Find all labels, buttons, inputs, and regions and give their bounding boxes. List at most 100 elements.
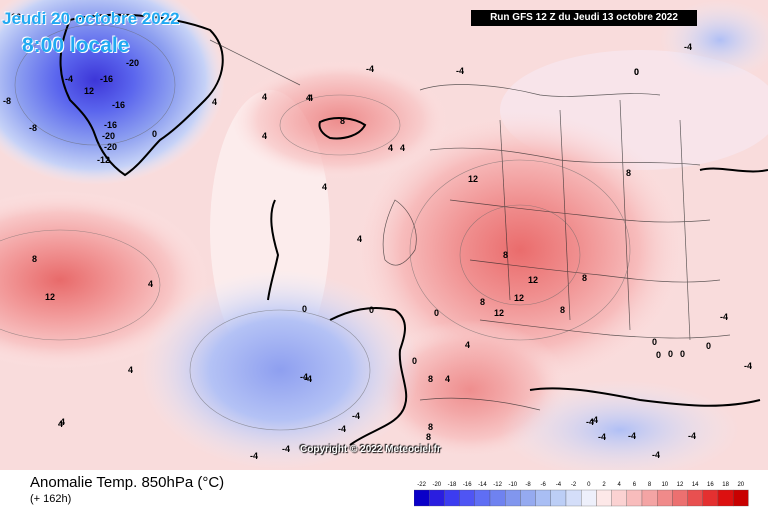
legend-color-swatch	[581, 489, 597, 507]
contour-label: -8	[3, 96, 11, 106]
legend-tick-label: -16	[463, 482, 472, 488]
contour-label: 0	[680, 349, 685, 359]
contour-label: 4	[445, 374, 450, 384]
contour-label: -4	[684, 42, 692, 52]
contour-label: 8	[428, 374, 433, 384]
legend-tick-label: 12	[677, 482, 684, 488]
contour-label: 4	[212, 97, 217, 107]
contour-label: 4	[128, 365, 133, 375]
contour-label: -4	[720, 312, 728, 322]
contour-label: 8	[582, 273, 587, 283]
legend-color-swatch	[657, 489, 673, 507]
contour-label: -4	[744, 361, 752, 371]
contour-label: 8	[626, 168, 631, 178]
contour-label: -4	[598, 432, 606, 442]
legend-color-swatch	[733, 489, 749, 507]
legend-color-swatch	[626, 489, 643, 507]
model-run-label: Run GFS 12 Z du Jeudi 13 octobre 2022	[471, 10, 697, 26]
legend-tick-label: 20	[737, 482, 744, 488]
contour-label: 8	[340, 116, 345, 126]
copyright-watermark: Copyright © 2022 Meteociel.fr	[300, 444, 441, 455]
contour-label: -8	[29, 123, 37, 133]
contour-label: -4	[65, 74, 73, 84]
contour-label: -16	[100, 74, 113, 84]
forecast-lead-time: (+ 162h)	[30, 493, 72, 505]
contour-label: -4	[250, 451, 258, 461]
map-title: Anomalie Temp. 850hPa (°C)	[30, 474, 225, 491]
legend-tick-label: 2	[602, 482, 606, 488]
legend-color-swatch	[717, 489, 734, 507]
legend-color-swatch	[505, 489, 521, 507]
contour-label: 0	[656, 350, 661, 360]
legend-color-swatch	[550, 489, 567, 507]
contour-label: -4	[304, 374, 312, 384]
contour-label: 0	[634, 67, 639, 77]
legend-color-swatch	[535, 489, 551, 507]
contour-label: 12	[514, 293, 524, 303]
temperature-anomaly-map: -16 -20 -16 12 -16 -16 -20 -20 -12 0 -8 …	[0, 0, 768, 470]
contour-label: -4	[590, 415, 598, 425]
legend-color-swatch	[489, 489, 506, 507]
legend-tick-label: 14	[692, 482, 699, 488]
forecast-time: 8:00 locale	[22, 34, 130, 57]
contour-label: 4	[262, 92, 267, 102]
contour-label: -16	[8, 12, 21, 22]
contour-label: 0	[369, 305, 374, 315]
color-scale-legend: -22 -20 -18 -16 -14 -12 -10 -8 -6 -4 -2 0 2 4 6 8 10 12 14…	[413, 479, 750, 507]
legend-tick-label: 0	[587, 482, 591, 488]
contour-label: -20	[104, 142, 117, 152]
contour-label: 12	[45, 292, 55, 302]
contour-label: -20	[102, 131, 115, 141]
legend-tick-label: 16	[707, 482, 714, 488]
legend-color-swatch	[444, 489, 460, 507]
contour-label: -4	[586, 417, 594, 427]
legend-color-swatch	[611, 489, 627, 507]
contour-label: 12	[494, 308, 504, 318]
legend-color-swatch	[687, 489, 703, 507]
contour-label: 4	[357, 234, 362, 244]
legend-tick-label: -8	[525, 482, 531, 488]
legend-tick-label: -6	[541, 482, 547, 488]
legend-tick-label: -10	[508, 482, 517, 488]
contour-label: 8	[480, 297, 485, 307]
contour-label: 0	[434, 308, 439, 318]
contour-label: 4	[308, 93, 313, 103]
contour-label: -4	[338, 424, 346, 434]
legend-tick-label: -22	[417, 482, 426, 488]
legend-tick-label: 10	[661, 482, 668, 488]
contour-label: 0	[652, 337, 657, 347]
forecast-date: Jeudi 20 octobre 2022	[2, 9, 180, 28]
contour-label: -4	[300, 372, 308, 382]
legend-color-swatch	[413, 489, 430, 507]
legend-color-swatch	[672, 489, 688, 507]
contour-label: 8	[560, 305, 565, 315]
contour-label: -4	[652, 450, 660, 460]
contour-label: 12	[528, 275, 538, 285]
contour-label: 8	[428, 422, 433, 432]
contour-label: 4	[465, 340, 470, 350]
contour-label: 4	[58, 419, 63, 429]
contour-label: 8	[426, 432, 431, 442]
legend-color-swatch	[702, 489, 719, 507]
legend-color-swatch	[459, 489, 475, 507]
contour-label: 0	[412, 356, 417, 366]
contour-label: 4	[60, 417, 65, 427]
contour-label: 12	[468, 174, 478, 184]
legend-tick-label: 6	[633, 482, 637, 488]
contour-label: -4	[688, 431, 696, 441]
legend-tick-label: 4	[618, 482, 622, 488]
contour-label: 8	[32, 254, 37, 264]
contour-label: 0	[706, 341, 711, 351]
legend-color-swatch	[565, 489, 582, 507]
contour-label: 12	[84, 86, 94, 96]
contour-label: -12	[97, 155, 110, 165]
contour-label: 0	[152, 129, 157, 139]
legend-color-swatch	[429, 489, 445, 507]
contour-label: -16	[104, 120, 117, 130]
contour-label: -4	[456, 66, 464, 76]
contour-label: -4	[628, 431, 636, 441]
legend-color-swatch	[641, 489, 658, 507]
contour-label: 4	[306, 93, 311, 103]
contour-label: 0	[634, 67, 639, 77]
legend-tick-label: 8	[648, 482, 652, 488]
